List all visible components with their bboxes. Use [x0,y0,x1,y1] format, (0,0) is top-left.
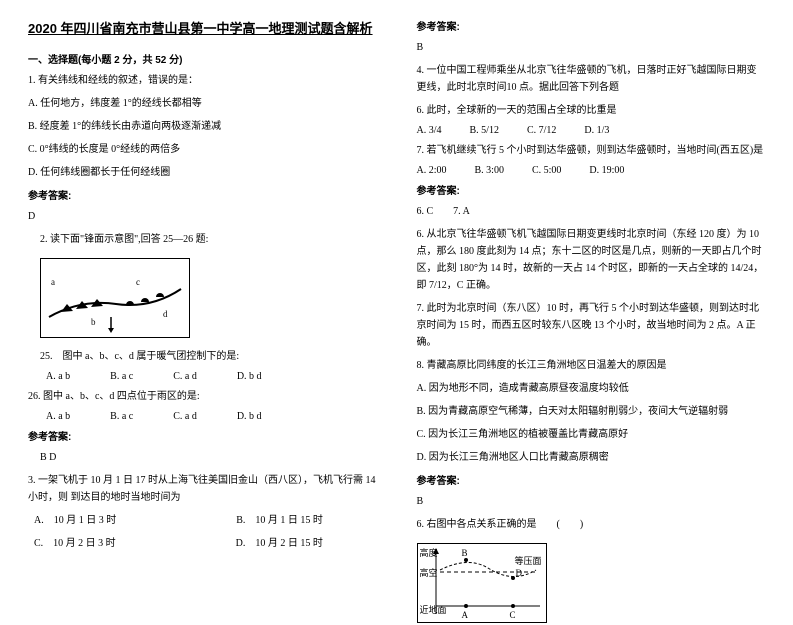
q1-stem: 1. 有关纬线和经线的叙述，错误的是： [28,72,377,89]
q8-opt-b: B. 因为青藏高原空气稀薄，白天对太阳辐射削弱少，夜间大气逆辐射弱 [417,403,766,420]
q25-opt-c: C. a d [173,371,197,382]
fig2-jdm: 近地面 [420,603,447,616]
q8-opt-a: A. 因为地形不同，造成青藏高原昼夜温度均较低 [417,380,766,397]
explain-6: 6. 从北京飞往华盛顿飞机飞越国际日期变更线时北京时间（东经 120 度）为 1… [417,226,766,294]
q3-opt-c: C. 10 月 2 日 3 时 [34,535,116,552]
q7-opt-c: C. 5:00 [532,165,561,176]
q8-stem: 8. 青藏高原比同纬度的长江三角洲地区日温差大的原因是 [417,357,766,374]
q25-options: A. a b B. a c C. a d D. b d [28,371,377,382]
left-column: 2020 年四川省南充市营山县第一中学高一地理测试题含解析 一、选择题(每小题 … [28,18,377,543]
q7-options: A. 2:00 B. 3:00 C. 5:00 D. 19:00 [417,165,766,176]
q6-opt-b: B. 5/12 [470,125,499,136]
q1-opt-d: D. 任何纬线圈都长于任何经线圈 [28,164,377,181]
q6-opt-d: D. 1/3 [584,125,609,136]
fig2-gd: 高度 [420,546,438,559]
answer-label-3: 参考答案: [417,472,766,487]
fig2-gk: 高空 [420,566,438,579]
q2526-answer-label: 参考答案: [28,428,377,443]
answer-label-2: 参考答案: [417,182,766,197]
fig1-label-c: c [136,277,140,287]
q8-opt-c: C. 因为长江三角洲地区的植被覆盖比青藏高原好 [417,426,766,443]
fig2-A: A [462,610,469,620]
front-diagram: a b c d [40,258,190,338]
q6-opt-c: C. 7/12 [527,125,556,136]
q26-opt-c: C. a d [173,411,197,422]
answer-67: 6. C 7. A [417,203,766,220]
q25-opt-a: A. a b [46,371,70,382]
right-column: 参考答案: B 4. 一位中国工程师乘坐从北京飞往华盛顿的飞机，日落时正好飞越国… [417,18,766,543]
q6-opt-a: A. 3/4 [417,125,442,136]
q1-opt-b: B. 经度差 1°的纬线长由赤道向两极逐渐递减 [28,118,377,135]
q2526-answer: B D [28,449,377,466]
q1-answer-label: 参考答案: [28,187,377,202]
answer-8: B [417,493,766,510]
page-title: 2020 年四川省南充市营山县第一中学高一地理测试题含解析 [28,18,377,37]
q8-opt-d: D. 因为长江三角洲地区人口比青藏高原稠密 [417,449,766,466]
q3-opt-d: D. 10 月 2 日 15 时 [236,535,323,552]
fig2-D: D [516,568,523,578]
pressure-diagram: 高度 高空 等压面 近地面 B D A C [417,543,547,623]
q7-opt-d: D. 19:00 [589,165,624,176]
q6b-stem: 6. 右图中各点关系正确的是 ( ) [417,516,766,533]
q1-answer: D [28,208,377,225]
q26-options: A. a b B. a c C. a d D. b d [28,411,377,422]
q26-opt-a: A. a b [46,411,70,422]
q2-intro: 2. 读下面"锋面示意图",回答 25—26 题: [28,231,377,248]
explain-7: 7. 此时为北京时间（东八区）10 时，再飞行 5 个小时到达华盛顿，则到达时北… [417,300,766,351]
fig1-label-a: a [51,277,55,287]
q7-opt-b: B. 3:00 [475,165,504,176]
q6-stem: 6. 此时，全球新的一天的范围占全球的比重是 [417,102,766,119]
q26-opt-d: D. b d [237,411,262,422]
answer-label-1: 参考答案: [417,18,766,33]
fig1-label-b: b [91,317,96,327]
q1-opt-c: C. 0°纬线的长度是 0°经线的两倍多 [28,141,377,158]
q25-opt-b: B. a c [110,371,133,382]
fig1-label-d: d [163,309,168,319]
q1-opt-a: A. 任何地方，纬度差 1°的经线长都相等 [28,95,377,112]
q25-stem: 25. 图中 a、b、c、d 属于暖气团控制下的是: [28,348,377,365]
q3-stem: 3. 一架飞机于 10 月 1 日 17 时从上海飞往美国旧金山（西八区），飞机… [28,472,377,506]
section-heading: 一、选择题(每小题 2 分，共 52 分) [28,51,377,66]
q3-opt-a: A. 10 月 1 日 3 时 [34,512,116,529]
q7-stem: 7. 若飞机继续飞行 5 个小时到达华盛顿，则到达华盛顿时，当地时间(西五区)是 [417,142,766,159]
q7-opt-a: A. 2:00 [417,165,447,176]
q6-options: A. 3/4 B. 5/12 C. 7/12 D. 1/3 [417,125,766,136]
q4-stem: 4. 一位中国工程师乘坐从北京飞往华盛顿的飞机，日落时正好飞越国际日期变更线，此… [417,62,766,96]
answer-b: B [417,39,766,56]
q3-opt-b: B. 10 月 1 日 15 时 [236,512,323,529]
fig2-B: B [462,548,468,558]
fig2-C: C [510,610,516,620]
q26-opt-b: B. a c [110,411,133,422]
q25-opt-d: D. b d [237,371,262,382]
q26-stem: 26. 图中 a、b、c、d 四点位于雨区的是: [28,388,377,405]
